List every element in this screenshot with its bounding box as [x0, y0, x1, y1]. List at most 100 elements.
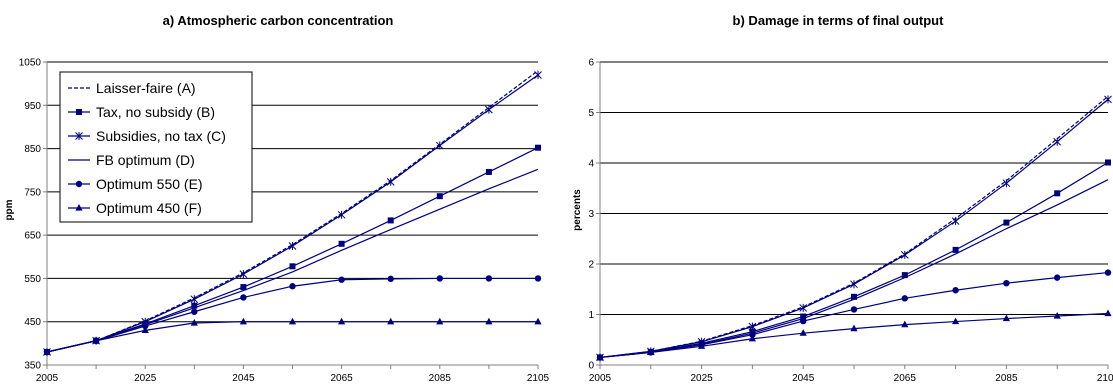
chart-b-series-point — [850, 280, 858, 289]
legend-swatch-marker — [76, 109, 82, 115]
chart-a-xtick-label: 2005 — [36, 373, 59, 384]
chart-b-ytick-label: 5 — [588, 108, 594, 119]
legend-label: Optimum 550 (E) — [96, 176, 203, 192]
chart-b-series-line — [599, 312, 1109, 359]
chart-b-series-point — [850, 324, 858, 332]
chart-a-ylabel: ppm — [4, 199, 15, 220]
legend-item: Tax, no subsidy (B) — [68, 104, 215, 120]
chart-a-series-point — [436, 193, 443, 200]
chart-a-series-point — [485, 168, 492, 175]
chart-b-series-point — [799, 303, 808, 312]
chart-a-series-point — [239, 317, 247, 325]
chart-a-series-point — [288, 241, 297, 250]
chart-b-series-point — [901, 320, 909, 328]
chart-a-series-point — [239, 270, 248, 279]
chart-a-ytick-label: 650 — [24, 231, 41, 242]
chart-b-series-0 — [599, 95, 1109, 359]
chart-a-series-4 — [43, 275, 542, 356]
chart-a-series-point — [534, 70, 542, 79]
chart-a-series-point — [240, 294, 247, 301]
chart-b-series-point — [1104, 309, 1112, 317]
chart-b-series-point — [952, 287, 959, 294]
chart-b-ytick-label: 3 — [588, 209, 594, 220]
chart-b-xtick-label: 2065 — [894, 373, 917, 384]
chart-a-ytick-label: 950 — [24, 101, 41, 112]
chart-b-series-point — [748, 322, 757, 331]
chart-a-series-point — [141, 326, 149, 333]
legend-label: Optimum 450 (F) — [96, 200, 202, 216]
chart-b-series-point — [901, 272, 908, 279]
chart-b-series-point — [901, 295, 908, 302]
chart-b-series-point — [850, 306, 858, 313]
chart-a-series-point — [338, 240, 345, 247]
chart-a-series-point — [485, 105, 493, 114]
chart-a-series-point — [191, 308, 198, 315]
legend-item: Optimum 550 (E) — [68, 176, 203, 192]
chart-b-series-point — [698, 342, 706, 349]
chart-b-ytick-label: 1 — [588, 310, 594, 321]
chart-a-ytick-label: 1050 — [19, 58, 42, 69]
chart-b-series-point — [1003, 279, 1010, 287]
chart-panel-a: a) Atmospheric carbon concentration ppm … — [4, 13, 550, 384]
chart-a-ytick-label: 450 — [24, 317, 41, 328]
chart-b-series-point — [1003, 219, 1010, 226]
chart-b-series-point — [800, 313, 807, 320]
legend-item: FB optimum (D) — [68, 152, 195, 168]
chart-a-series-point — [485, 317, 493, 325]
chart-a-series-point — [338, 276, 345, 283]
legend-label: Laisser-faire (A) — [96, 80, 196, 96]
chart-b-xtick-label: 2025 — [690, 373, 713, 384]
chart-a-xtick-label: 2105 — [527, 373, 550, 384]
chart-a-series-point — [436, 317, 444, 325]
chart-b-xtick-label: 2105 — [1097, 373, 1113, 384]
chart-a-ytick-label: 850 — [24, 144, 41, 155]
chart-b-series-point — [1104, 95, 1112, 104]
chart-b-series-point — [1054, 274, 1061, 281]
chart-b-series-point — [749, 331, 756, 338]
chart-panel-b: b) Damage in terms of final output perce… — [572, 13, 1113, 384]
legend-item: Laisser-faire (A) — [68, 80, 196, 96]
chart-a-series-line — [46, 277, 538, 353]
chart-b-series-point — [1105, 159, 1111, 166]
chart-a-series-point — [289, 263, 296, 270]
chart-a-series-point — [92, 336, 100, 344]
chart-a-series-point — [142, 322, 149, 330]
legend-swatch-marker — [75, 132, 83, 140]
chart-legend: Laisser-faire (A) Tax, no subsidy (B) Subs… — [59, 71, 253, 223]
chart-b-series-point — [647, 348, 655, 355]
chart-b-series-point — [800, 317, 807, 325]
chart-a-ytick-label: 350 — [24, 361, 41, 372]
chart-b-ytick-label: 0 — [588, 361, 594, 372]
chart-b-ytick-label: 2 — [588, 260, 594, 271]
chart-b-series-point — [748, 334, 756, 342]
chart-b-series-5 — [596, 309, 1112, 361]
chart-b-series-point — [900, 250, 909, 259]
chart-a-xtick-label: 2045 — [232, 373, 255, 384]
chart-a-series-point — [387, 317, 395, 325]
legend-box — [59, 71, 253, 223]
chart-a-title: a) Atmospheric carbon concentration — [163, 13, 394, 28]
chart-a-series-point — [534, 317, 542, 325]
chart-a-series-line — [46, 168, 539, 353]
chart-b-series-point — [1104, 269, 1112, 276]
legend-item: Optimum 450 (F) — [68, 200, 202, 216]
chart-a-series-point — [435, 141, 444, 150]
chart-a-xtick-label: 2085 — [429, 373, 452, 384]
chart-b-ytick-label: 6 — [588, 58, 594, 69]
chart-b-series-point — [851, 293, 857, 300]
chart-b-series-point — [799, 329, 807, 336]
legend-swatch-marker — [75, 180, 83, 188]
chart-a-series-point — [191, 302, 198, 309]
chart-b-ylabel: percents — [572, 189, 583, 231]
chart-a-series-point — [485, 275, 493, 282]
chart-b-ytick-label: 4 — [588, 159, 594, 170]
chart-b-series-point — [952, 246, 959, 253]
chart-b-xtick-label: 2045 — [792, 373, 815, 384]
chart-a-series-point — [387, 275, 394, 283]
chart-a-series-point — [190, 295, 199, 304]
chart-a-series-point — [338, 317, 346, 325]
chart-a-series-line — [46, 321, 538, 353]
legend-label: Subsidies, no tax (C) — [96, 128, 226, 144]
chart-a-series-point — [535, 144, 541, 151]
